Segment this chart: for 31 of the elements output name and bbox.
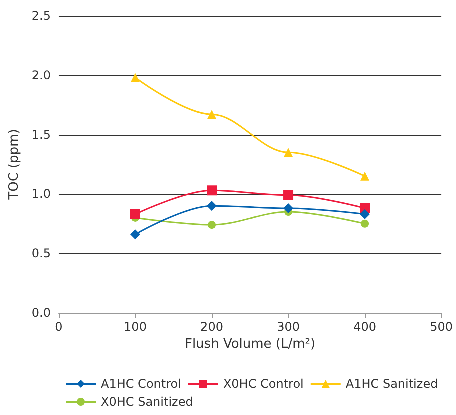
y-tick-label: 0.0 — [32, 306, 51, 320]
point — [130, 209, 140, 220]
y-axis-title: TOC (ppm) — [7, 129, 22, 201]
y-tick-label: 1.0 — [32, 187, 51, 202]
y-tick-label: 2.5 — [32, 9, 51, 23]
legend-label: A1HC Sanitized — [346, 377, 438, 391]
point — [361, 220, 370, 228]
x-tick-label: 300 — [277, 320, 300, 334]
point — [207, 201, 218, 212]
point — [360, 172, 370, 181]
point — [130, 230, 140, 240]
point — [284, 203, 294, 214]
point — [208, 110, 217, 120]
y-tick-label: 2.0 — [32, 68, 51, 82]
legend-label: A1HC Control — [101, 377, 182, 391]
x-tick-label: 400 — [354, 320, 376, 334]
point — [207, 186, 218, 196]
x-tick-label: 100 — [124, 320, 147, 334]
legend-label: X0HC Control — [223, 377, 304, 391]
x-axis-title: Flush Volume (L/m²) — [184, 336, 316, 352]
y-tick-label: 0.5 — [32, 246, 51, 261]
x-tick-label: 0 — [55, 320, 63, 334]
x-tick-label: 200 — [200, 320, 224, 334]
point — [284, 148, 294, 158]
point — [130, 73, 140, 82]
point — [360, 209, 370, 220]
point — [284, 190, 294, 200]
x-tick-label: 500 — [430, 320, 453, 334]
legend-label: X0HC Sanitized — [101, 395, 194, 409]
y-tick-label: 1.5 — [32, 128, 51, 142]
point — [208, 221, 216, 230]
